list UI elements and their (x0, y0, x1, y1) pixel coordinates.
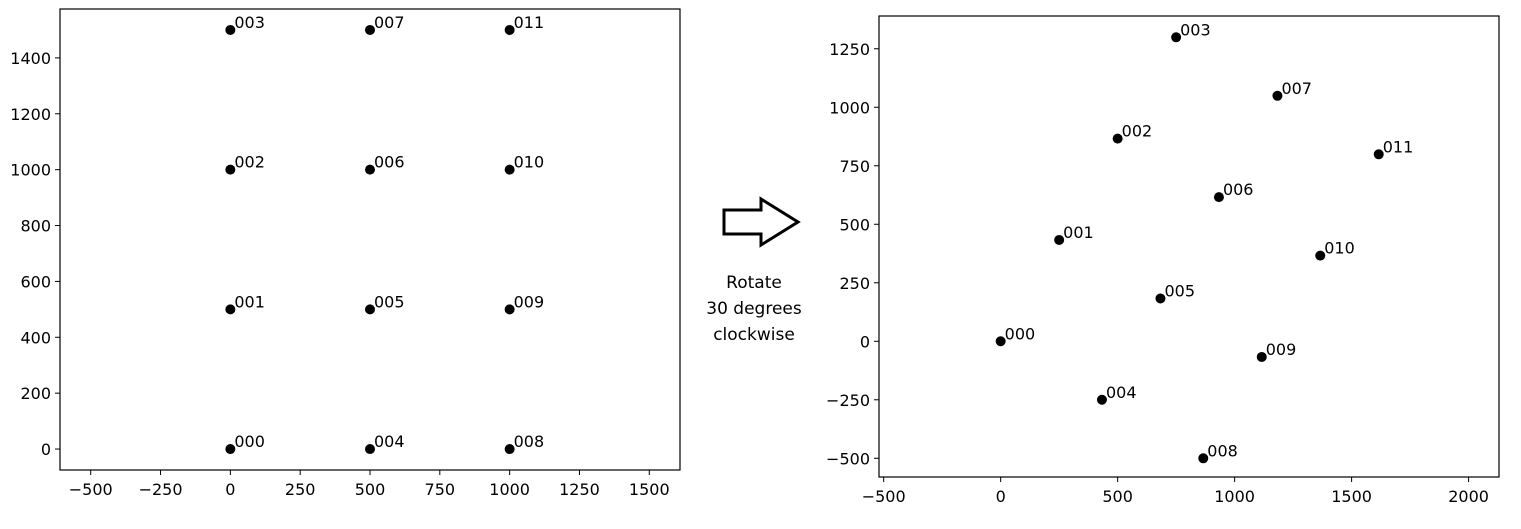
rotation-caption: Rotate 30 degrees clockwise (696, 270, 812, 348)
point-label-009: 009 (514, 292, 545, 311)
caption-line-1: Rotate (726, 273, 782, 293)
y-tick-label: 400 (20, 328, 51, 347)
x-tick-label: 250 (285, 480, 316, 499)
data-point-004 (365, 444, 375, 455)
point-label-008: 008 (514, 432, 545, 451)
data-point-001 (225, 304, 236, 315)
caption-line-2: 30 degrees (706, 299, 802, 319)
data-point-010 (504, 164, 515, 175)
x-tick-label: 2000 (1448, 487, 1489, 506)
scatter-plot-original: −500 −250 0 250 500 750 1000 1250 1500 0 200 400 600… (10, 8, 681, 499)
y-tick-label: 750 (839, 157, 870, 176)
x-tick-label: 500 (1102, 487, 1133, 506)
x-tick-label: 1500 (629, 480, 670, 499)
y-tick-label: −500 (826, 449, 870, 468)
point-label-011: 011 (1383, 137, 1414, 156)
y-tick-label: 1000 (829, 98, 870, 117)
point-label-010: 010 (1324, 239, 1355, 258)
data-point-000 (225, 444, 236, 455)
point-label-009: 009 (1266, 340, 1297, 359)
point-label-000: 000 (1005, 324, 1036, 343)
point-label-005: 005 (1164, 281, 1195, 300)
data-point-007 (365, 24, 375, 35)
plot-frame (59, 8, 681, 471)
point-label-003: 003 (1180, 20, 1211, 39)
point-label-003: 003 (234, 13, 265, 32)
point-label-002: 002 (1122, 122, 1153, 141)
data-point-009 (1256, 351, 1267, 362)
point-label-000: 000 (234, 432, 265, 451)
y-tick-label: 500 (839, 215, 870, 234)
data-point-001 (1054, 234, 1065, 245)
right-arrow-icon (722, 196, 801, 248)
y-tick-label: 800 (20, 217, 51, 236)
x-tick-label: 750 (425, 480, 456, 499)
point-label-006: 006 (374, 153, 405, 172)
point-label-005: 005 (374, 292, 405, 311)
data-point-011 (1373, 149, 1384, 160)
y-tick-label: 1200 (10, 105, 51, 124)
data-point-006 (365, 164, 375, 175)
y-tick-label: 0 (860, 332, 870, 351)
y-tick-label: −250 (826, 391, 870, 410)
plot-frame (878, 15, 1500, 478)
y-tick-label: 250 (839, 274, 870, 293)
x-tick-label: 1000 (489, 480, 530, 499)
point-label-007: 007 (1281, 79, 1312, 98)
point-label-010: 010 (514, 153, 545, 172)
data-point-011 (504, 24, 515, 35)
point-label-008: 008 (1207, 441, 1238, 460)
data-point-007 (1272, 90, 1283, 101)
point-label-001: 001 (234, 292, 265, 311)
data-point-005 (1155, 293, 1166, 304)
point-label-001: 001 (1063, 223, 1094, 242)
y-tick-label: 200 (20, 384, 51, 403)
point-label-002: 002 (234, 153, 265, 172)
point-label-004: 004 (374, 432, 405, 451)
data-point-008 (1198, 453, 1209, 464)
x-tick-label: 0 (225, 480, 235, 499)
point-label-006: 006 (1223, 180, 1254, 199)
data-point-009 (504, 304, 515, 315)
y-tick-label: 1250 (829, 40, 870, 59)
x-tick-label: 1250 (559, 480, 600, 499)
data-point-006 (1213, 192, 1224, 203)
x-tick-label: −500 (862, 487, 906, 506)
point-label-011: 011 (514, 13, 545, 32)
point-label-007: 007 (374, 13, 405, 32)
data-point-003 (1171, 32, 1182, 43)
x-tick-label: 1000 (1214, 487, 1255, 506)
x-tick-label: −500 (69, 480, 113, 499)
x-tick-label: 1500 (1331, 487, 1372, 506)
x-tick-label: −250 (139, 480, 183, 499)
x-tick-label: 500 (355, 480, 386, 499)
data-point-004 (1096, 394, 1107, 405)
data-point-010 (1315, 250, 1326, 261)
point-label-004: 004 (1106, 383, 1137, 402)
scatter-plot-rotated: −500 0 500 1000 1500 2000 −500 −250 0 250 500 750 10… (826, 15, 1500, 506)
y-tick-label: 600 (20, 272, 51, 291)
x-tick-label: 0 (996, 487, 1006, 506)
y-tick-label: 1400 (10, 49, 51, 68)
y-tick-label: 1000 (10, 161, 51, 180)
data-point-000 (995, 336, 1006, 347)
data-point-008 (504, 444, 515, 455)
data-point-003 (225, 24, 236, 35)
data-point-005 (365, 304, 375, 315)
data-point-002 (225, 164, 236, 175)
data-point-002 (1112, 133, 1123, 144)
y-tick-label: 0 (41, 440, 51, 459)
caption-line-3: clockwise (713, 325, 795, 345)
